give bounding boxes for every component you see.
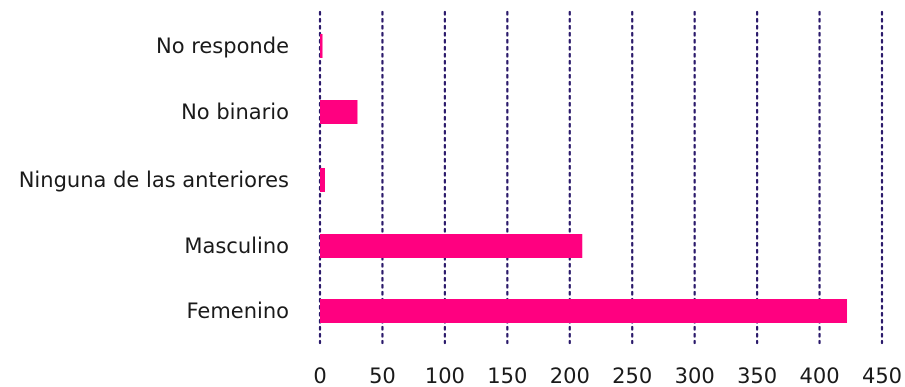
category-labels: No responde No binario Ninguna de las ante… bbox=[19, 34, 289, 323]
x-axis-tick-labels: 0 50 100 150 200 250 300 350 400 450 bbox=[313, 364, 902, 387]
grid-lines bbox=[318, 10, 884, 345]
x-tick-label-6: 300 bbox=[675, 364, 715, 387]
category-label-2: Ninguna de las anteriores bbox=[19, 168, 289, 192]
category-label-0: No responde bbox=[156, 34, 289, 58]
x-tick-label-9: 450 bbox=[862, 364, 902, 387]
category-label-1: No binario bbox=[181, 100, 289, 124]
bars bbox=[320, 34, 848, 323]
x-tick-label-2: 100 bbox=[425, 364, 465, 387]
x-tick-label-1: 50 bbox=[369, 364, 396, 387]
bar-1 bbox=[320, 100, 358, 124]
x-tick-label-4: 200 bbox=[550, 364, 590, 387]
bar-4 bbox=[320, 299, 848, 323]
x-tick-label-3: 150 bbox=[487, 364, 527, 387]
x-tick-label-0: 0 bbox=[313, 364, 326, 387]
category-label-4: Femenino bbox=[186, 299, 289, 323]
x-tick-label-5: 250 bbox=[612, 364, 652, 387]
category-label-3: Masculino bbox=[184, 234, 289, 258]
x-tick-label-8: 400 bbox=[800, 364, 840, 387]
bar-2 bbox=[320, 168, 325, 192]
bar-3 bbox=[320, 234, 583, 258]
bar-0 bbox=[320, 34, 323, 58]
x-tick-label-7: 350 bbox=[737, 364, 777, 387]
